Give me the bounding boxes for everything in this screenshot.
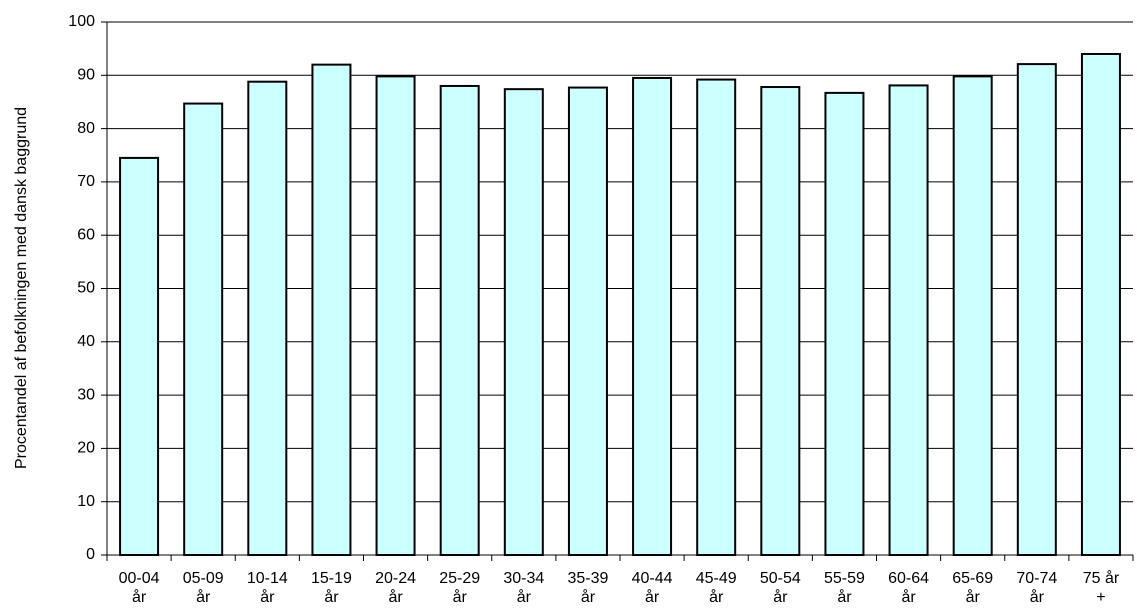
bar <box>183 102 224 556</box>
bar <box>888 84 929 556</box>
y-tick-label: 40 <box>77 333 95 350</box>
x-tick-label: 50-54 år <box>760 570 801 606</box>
x-tick-label: 20-24 år <box>375 570 416 606</box>
y-tick-label: 80 <box>77 120 95 137</box>
bar <box>1080 52 1121 556</box>
x-tick-label: 15-19 år <box>311 570 352 606</box>
y-tick-label: 10 <box>77 493 95 510</box>
bar <box>311 63 352 556</box>
x-tick-label: 70-74 år <box>1016 570 1057 606</box>
bar <box>119 156 160 556</box>
y-tick-label: 70 <box>77 173 95 190</box>
x-tick-label: 00-04 år <box>119 570 160 606</box>
y-tick-label: 0 <box>86 546 95 563</box>
x-tick-label: 55-59 år <box>824 570 865 606</box>
y-axis-label: Procentandel af befolkningen med dansk b… <box>13 107 30 469</box>
y-tick-label: 50 <box>77 280 95 297</box>
x-tick-label: 75 år + <box>1083 569 1120 606</box>
bar <box>567 86 608 557</box>
y-tick-label: 30 <box>77 386 95 403</box>
x-tick-label: 30-34 år <box>503 570 544 606</box>
bar <box>1016 63 1057 557</box>
x-tick-label: 65-69 år <box>952 570 993 606</box>
bar <box>952 75 993 556</box>
bar <box>247 80 288 556</box>
bar <box>760 86 801 556</box>
bar <box>632 76 673 556</box>
x-tick-label: 25-29 år <box>439 570 480 606</box>
bar <box>375 75 416 556</box>
x-tick-label: 60-64 år <box>888 570 929 606</box>
x-tick-label: 40-44 år <box>632 570 673 606</box>
x-tick-label: 35-39 år <box>567 570 608 606</box>
bar <box>696 78 737 557</box>
y-tick-label: 20 <box>77 440 95 457</box>
bar <box>439 84 480 557</box>
y-tick-label: 90 <box>77 67 95 84</box>
y-tick-label: 100 <box>68 13 95 30</box>
bar <box>503 88 544 557</box>
x-tick-label: 10-14 år <box>247 570 288 606</box>
y-tick-label: 60 <box>77 226 95 243</box>
x-tick-label: 05-09 år <box>183 570 224 606</box>
x-tick-label: 45-49 år <box>696 570 737 606</box>
bar <box>824 91 865 556</box>
